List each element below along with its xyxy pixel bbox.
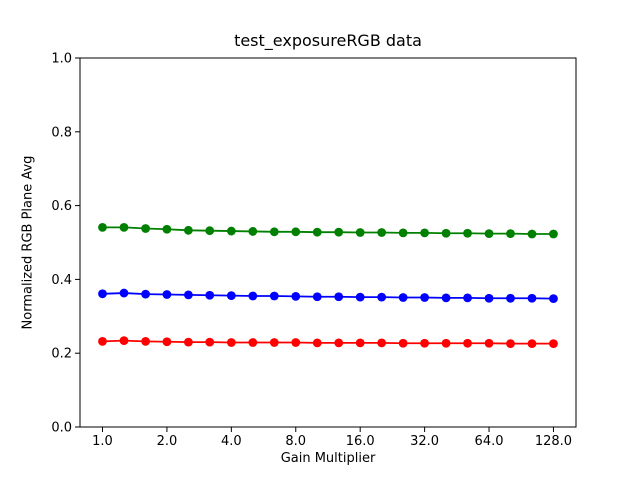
green-plane-marker — [205, 226, 215, 236]
red-plane-marker — [484, 338, 494, 348]
red-plane-line — [102, 339, 554, 345]
axes-spines — [79, 57, 577, 428]
blue-plane-marker — [291, 291, 301, 301]
red-plane-marker — [527, 339, 537, 349]
blue-plane-marker — [162, 290, 172, 299]
blue-plane-marker — [184, 290, 193, 300]
red-plane-marker — [377, 338, 387, 348]
green-plane-marker — [291, 227, 301, 237]
y-tick-label: 0.2 — [51, 347, 72, 362]
red-plane-marker — [141, 336, 150, 346]
blue-plane-marker — [98, 289, 107, 299]
red-plane-marker — [441, 338, 451, 348]
x-tick-label: 4.0 — [221, 434, 242, 449]
green-plane-marker — [248, 227, 258, 236]
blue-plane-marker — [484, 293, 494, 303]
blue-plane-marker — [398, 293, 408, 302]
green-plane-marker — [184, 225, 193, 235]
x-tick-label: 16.0 — [346, 434, 375, 449]
y-tick-label: 1.0 — [51, 52, 72, 67]
green-plane-marker — [398, 228, 408, 238]
blue-plane-marker — [334, 292, 344, 302]
green-plane-marker — [269, 227, 279, 237]
x-tick-label: 1.0 — [92, 434, 113, 449]
y-tick-label: 0.4 — [51, 273, 72, 288]
blue-plane-marker — [226, 291, 236, 301]
red-plane-marker — [420, 338, 430, 348]
x-axis-label: Gain Multiplier — [280, 451, 376, 466]
blue-plane-marker — [141, 289, 150, 299]
x-tick-label: 32.0 — [410, 434, 439, 449]
green-plane-marker — [463, 228, 472, 238]
red-plane-marker — [355, 338, 365, 348]
y-tick-label: 0.0 — [51, 421, 72, 436]
green-plane-marker — [549, 229, 558, 239]
green-plane-marker — [312, 227, 322, 237]
red-plane-marker — [269, 338, 279, 347]
red-plane-marker — [98, 336, 107, 346]
red-plane-marker — [184, 337, 193, 347]
green-plane-line — [102, 226, 554, 235]
red-plane-marker — [549, 339, 558, 349]
red-plane-marker — [506, 339, 515, 349]
x-tick-label: 8.0 — [285, 434, 306, 449]
red-plane-marker — [119, 336, 129, 346]
blue-plane-marker — [441, 293, 451, 303]
green-plane-marker — [355, 228, 365, 237]
blue-plane-marker — [420, 293, 430, 302]
y-tick-label: 0.6 — [51, 199, 72, 214]
red-plane-marker — [226, 338, 236, 347]
y-tick-label: 0.8 — [51, 125, 72, 140]
x-tick-label: 64.0 — [475, 434, 504, 449]
x-tick-label: 128.0 — [535, 434, 572, 449]
blue-plane-line — [102, 292, 554, 300]
green-plane-marker — [377, 228, 387, 237]
red-plane-marker — [291, 338, 301, 347]
green-plane-marker — [506, 229, 515, 239]
green-plane-marker — [484, 229, 494, 239]
red-plane-marker — [162, 337, 172, 347]
green-plane-marker — [162, 224, 172, 234]
blue-plane-marker — [377, 292, 387, 302]
green-plane-marker — [420, 228, 430, 238]
blue-plane-marker — [269, 291, 279, 301]
blue-plane-marker — [463, 293, 472, 303]
red-plane-marker — [312, 338, 322, 348]
x-tick-label: 2.0 — [157, 434, 178, 449]
blue-plane-marker — [527, 293, 537, 303]
blue-plane-marker — [248, 291, 258, 301]
blue-plane-marker — [205, 290, 215, 300]
red-plane-marker — [248, 338, 258, 347]
chart-title: test_exposureRGB data — [234, 31, 422, 50]
green-plane-marker — [334, 227, 344, 237]
green-plane-marker — [119, 222, 129, 232]
green-plane-marker — [441, 228, 451, 238]
green-plane-marker — [98, 222, 107, 232]
blue-plane-marker — [312, 292, 322, 302]
green-plane-marker — [226, 226, 236, 236]
blue-plane-marker — [549, 294, 558, 303]
red-plane-marker — [463, 338, 472, 348]
blue-plane-marker — [506, 293, 515, 303]
red-plane-marker — [334, 338, 344, 348]
red-plane-marker — [398, 338, 408, 348]
green-plane-marker — [141, 224, 150, 233]
red-plane-marker — [205, 337, 215, 347]
blue-plane-marker — [119, 288, 129, 298]
green-plane-marker — [527, 229, 537, 239]
blue-plane-marker — [355, 292, 365, 302]
